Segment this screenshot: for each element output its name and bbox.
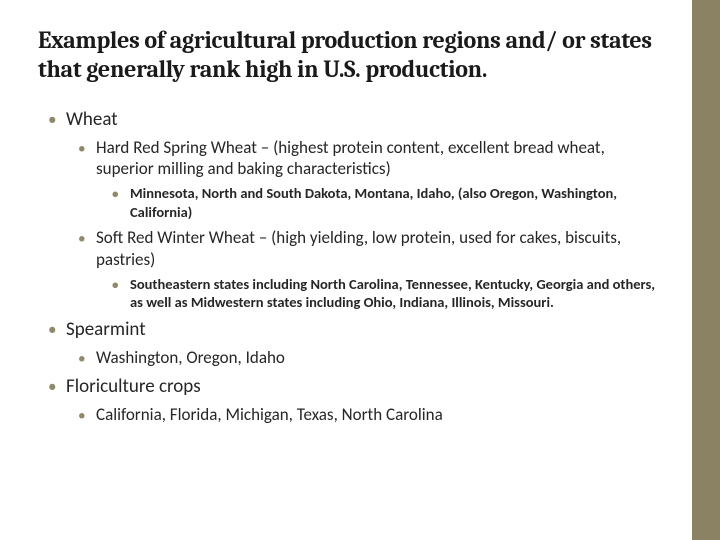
list-item: • Washington, Oregon, Idaho [78, 347, 662, 369]
bullet-icon: • [112, 277, 130, 294]
list-item: • Minnesota, North and South Dakota, Mon… [112, 184, 662, 221]
item-states: California, Florida, Michigan, Texas, No… [96, 404, 662, 426]
list-item: • Hard Red Spring Wheat – (highest prote… [78, 137, 662, 222]
item-label: Floriculture crops [66, 375, 662, 398]
list-item: • California, Florida, Michigan, Texas, … [78, 404, 662, 426]
list-item: • Spearmint • Washington, Oregon, Idaho [48, 318, 662, 369]
bullet-list-lvl2: • Hard Red Spring Wheat – (highest prote… [48, 137, 662, 312]
bullet-icon: • [48, 109, 66, 130]
list-item: • Soft Red Winter Wheat – (high yielding… [78, 227, 662, 312]
slide-content: Examples of agricultural production regi… [0, 0, 692, 540]
item-desc: Soft Red Winter Wheat – (high yielding, … [96, 227, 662, 271]
item-label: Wheat [66, 108, 662, 131]
bullet-list-lvl1: • Wheat • Hard Red Spring Wheat – (highe… [38, 108, 662, 426]
item-desc: Hard Red Spring Wheat – (highest protein… [96, 137, 662, 181]
item-states: Minnesota, North and South Dakota, Monta… [130, 184, 662, 221]
item-states: Southeastern states including North Caro… [130, 275, 662, 312]
bullet-icon: • [78, 349, 96, 369]
bullet-icon: • [48, 376, 66, 397]
list-item: • Wheat • Hard Red Spring Wheat – (highe… [48, 108, 662, 312]
list-item: • Floriculture crops • California, Flori… [48, 375, 662, 426]
bullet-list-lvl2: • Washington, Oregon, Idaho [48, 347, 662, 369]
bullet-icon: • [78, 139, 96, 159]
list-item: • Southeastern states including North Ca… [112, 275, 662, 312]
decorative-side-bar [692, 0, 720, 540]
item-states: Washington, Oregon, Idaho [96, 347, 662, 369]
bullet-icon: • [48, 319, 66, 340]
bullet-list-lvl2: • California, Florida, Michigan, Texas, … [48, 404, 662, 426]
item-label: Spearmint [66, 318, 662, 341]
bullet-list-lvl3: • Southeastern states including North Ca… [78, 275, 662, 312]
bullet-icon: • [112, 186, 130, 203]
bullet-icon: • [78, 229, 96, 249]
bullet-list-lvl3: • Minnesota, North and South Dakota, Mon… [78, 184, 662, 221]
slide-title: Examples of agricultural production regi… [38, 26, 662, 84]
bullet-icon: • [78, 406, 96, 426]
